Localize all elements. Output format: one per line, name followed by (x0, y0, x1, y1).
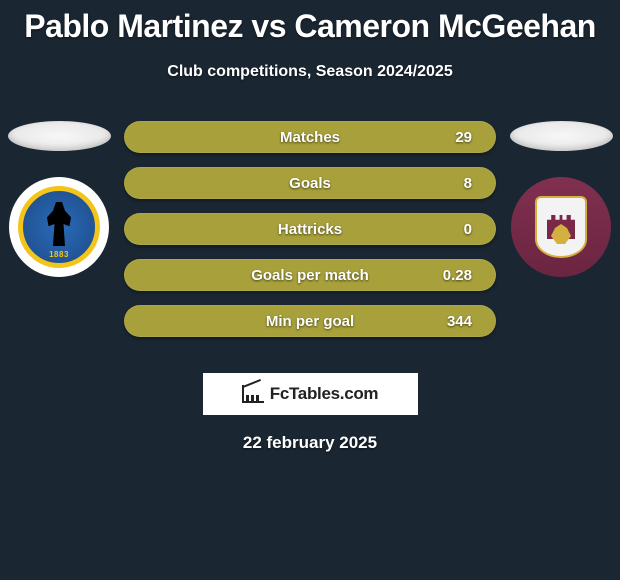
stat-row: Goals per match 0.28 (124, 259, 496, 291)
northampton-crest (535, 196, 587, 258)
stat-label: Min per goal (266, 313, 354, 330)
club-badge-left: 1883 (9, 177, 109, 277)
stat-value-right: 344 (436, 313, 472, 330)
stat-value-right: 8 (436, 175, 472, 192)
club-badge-right (511, 177, 611, 277)
player-right-column (506, 121, 616, 277)
footer-brand-box: FcTables.com (203, 373, 418, 415)
stat-label: Hattricks (278, 221, 342, 238)
bristol-rovers-crest: 1883 (18, 186, 100, 268)
stat-rows: Matches 29 Goals 8 Hattricks 0 Goals per… (124, 121, 496, 337)
player-left-column: 1883 (4, 121, 114, 277)
chart-icon (242, 385, 264, 403)
player-right-silhouette (510, 121, 613, 151)
player-left-silhouette (8, 121, 111, 151)
crest-figure-icon (44, 202, 74, 246)
stat-label: Goals (289, 175, 331, 192)
stat-value-right: 0 (436, 221, 472, 238)
comparison-panel: 1883 Matches 29 Goals 8 Hattricks 0 Goal… (0, 121, 620, 351)
stat-value-right: 0.28 (436, 267, 472, 284)
footer-brand-text: FcTables.com (270, 384, 379, 404)
stat-row: Min per goal 344 (124, 305, 496, 337)
stat-value-right: 29 (436, 129, 472, 146)
stat-row: Hattricks 0 (124, 213, 496, 245)
crest-year: 1883 (49, 250, 69, 259)
stat-label: Goals per match (251, 267, 369, 284)
subtitle: Club competitions, Season 2024/2025 (0, 63, 620, 81)
stat-row: Goals 8 (124, 167, 496, 199)
date-label: 22 february 2025 (0, 433, 620, 453)
page-title: Pablo Martinez vs Cameron McGeehan (0, 0, 620, 45)
stat-row: Matches 29 (124, 121, 496, 153)
stat-label: Matches (280, 129, 340, 146)
